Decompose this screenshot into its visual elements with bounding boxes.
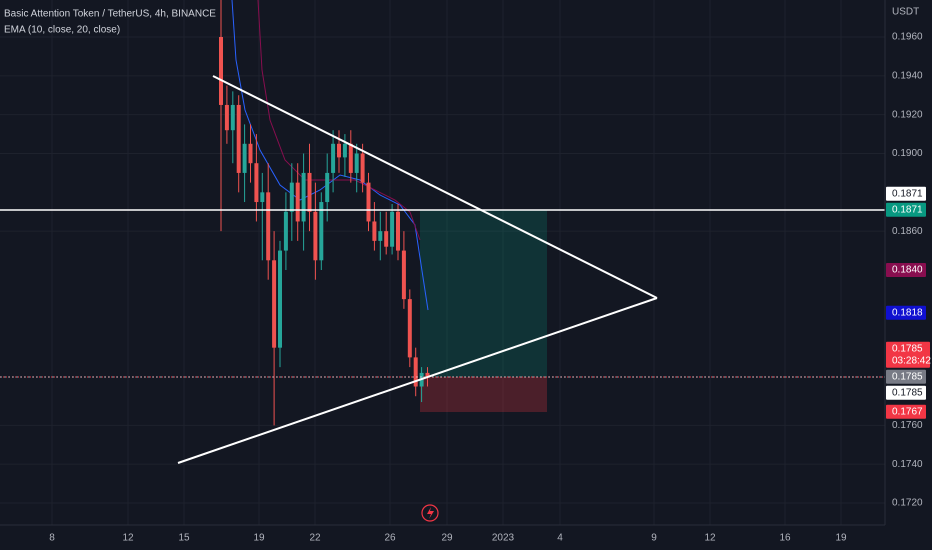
loss-zone xyxy=(420,377,547,412)
candle-body xyxy=(331,143,336,173)
candle-body xyxy=(242,143,247,173)
candle-body xyxy=(254,163,259,203)
time-tick-label: 22 xyxy=(309,533,321,544)
time-tick-label: 4 xyxy=(557,533,563,544)
price-tag-label: 0.1785 xyxy=(892,387,923,398)
countdown: 03:28:42 xyxy=(892,355,931,366)
ema-fast xyxy=(231,0,429,311)
candles xyxy=(219,0,430,426)
price-tag xyxy=(886,305,926,320)
profit-zone xyxy=(420,210,547,377)
time-tick-label: 15 xyxy=(178,533,190,544)
last-price-tag xyxy=(886,341,930,368)
candle-body xyxy=(337,143,341,158)
candle-body xyxy=(301,172,306,222)
candle-body xyxy=(342,143,347,158)
price-tick-label: 0.1920 xyxy=(892,109,923,120)
price-tag-label: 0.1785 xyxy=(892,371,923,382)
candle-body xyxy=(272,260,277,348)
time-tick-label: 2023 xyxy=(492,533,515,544)
candle-body xyxy=(307,172,312,212)
time-tick-label: 8 xyxy=(49,533,55,544)
time-tick-label: 19 xyxy=(835,533,847,544)
price-tag xyxy=(886,404,926,419)
candle-body xyxy=(360,153,365,183)
event-icon[interactable] xyxy=(421,504,439,522)
candle-body xyxy=(278,250,282,348)
candle-body xyxy=(260,192,265,203)
price-tick-label: 0.1740 xyxy=(892,459,923,470)
price-tag-label: 0.1871 xyxy=(892,188,923,199)
candle-body xyxy=(283,211,288,251)
candle-body xyxy=(390,211,395,247)
candle-body xyxy=(348,143,353,173)
price-tag xyxy=(886,263,926,278)
price-tag xyxy=(886,202,926,217)
price-tag xyxy=(886,369,926,384)
price-tag-label: 0.1840 xyxy=(892,265,923,276)
price-tag xyxy=(886,186,926,201)
trend-line-upper xyxy=(212,75,658,299)
trend-line-lower xyxy=(177,297,658,464)
price-tag-label: 0.1818 xyxy=(892,307,923,318)
candle-body xyxy=(407,299,412,358)
symbol-title: Basic Attention Token / TetherUS, 4h, BI… xyxy=(4,9,216,20)
price-unit: USDT xyxy=(892,7,919,18)
candle-body xyxy=(230,104,235,131)
time-tick-label: 12 xyxy=(122,533,134,544)
candle-body xyxy=(289,182,294,212)
price-tag xyxy=(886,385,926,400)
candle-body xyxy=(413,357,418,387)
price-tag-label: 0.1767 xyxy=(892,406,923,417)
candle-body xyxy=(236,104,241,173)
price-tick-label: 0.1900 xyxy=(892,148,923,159)
time-tick-label: 16 xyxy=(779,533,791,544)
candle-body xyxy=(219,37,223,105)
candle-body xyxy=(372,221,377,241)
price-tick-label: 0.1720 xyxy=(892,498,923,509)
candle-body xyxy=(319,202,324,261)
price-tick-label: 0.1760 xyxy=(892,420,923,431)
candle-body xyxy=(224,104,229,131)
price-tick-label: 0.1940 xyxy=(892,70,923,81)
candle-body xyxy=(313,211,318,261)
indicator-label: EMA (10, close, 20, close) xyxy=(4,25,120,36)
candle-body xyxy=(384,231,389,247)
candle-body xyxy=(425,372,430,377)
candle-body xyxy=(295,182,300,222)
candle-body xyxy=(366,182,371,222)
candle-body xyxy=(248,143,253,164)
time-tick-label: 9 xyxy=(651,533,657,544)
event-icon-bolt xyxy=(427,507,434,519)
time-tick-label: 29 xyxy=(441,533,453,544)
last-price-label: 0.1785 xyxy=(892,343,923,354)
price-tick-label: 0.1860 xyxy=(892,226,923,237)
candle-body xyxy=(354,153,359,173)
candle-body xyxy=(325,172,330,203)
candle-body xyxy=(396,211,400,251)
time-tick-label: 12 xyxy=(704,533,716,544)
time-tick-label: 26 xyxy=(384,533,396,544)
price-tick-label: 0.1960 xyxy=(892,32,923,43)
grid xyxy=(0,0,885,525)
candle-body xyxy=(378,231,383,241)
candle-body xyxy=(266,192,271,261)
time-tick-label: 19 xyxy=(253,533,265,544)
price-tag-label: 0.1871 xyxy=(892,204,923,215)
candle-body xyxy=(401,250,406,300)
